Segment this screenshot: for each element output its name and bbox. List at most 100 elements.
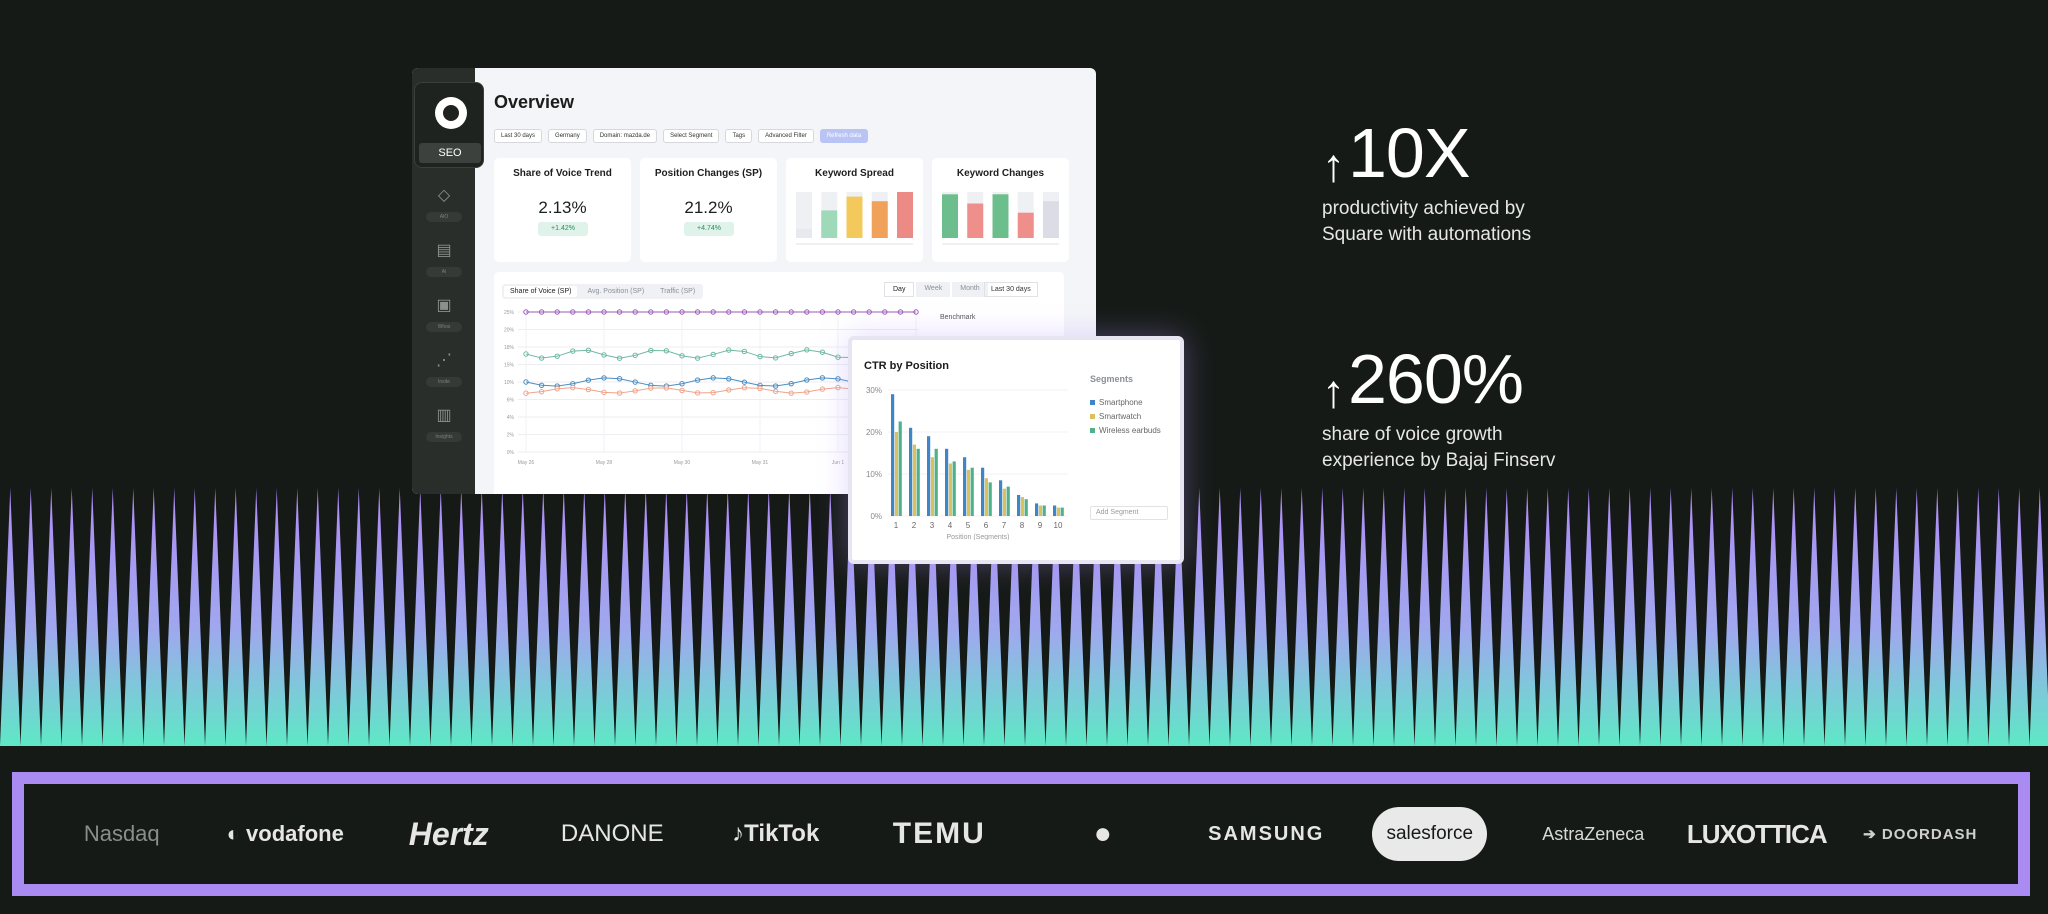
bar — [1042, 505, 1046, 516]
tab-traffic[interactable]: Traffic (SP) — [660, 288, 696, 295]
bar — [1017, 212, 1034, 238]
tab-share-of-voice[interactable]: Share of Voice (SP) — [504, 286, 578, 297]
seo-brand-block[interactable]: SEO — [414, 82, 484, 168]
spike — [1230, 488, 1251, 746]
diamond-icon[interactable]: ◇ — [437, 187, 451, 204]
segment-label: Wireless earbuds — [1099, 426, 1161, 435]
period-day[interactable]: Day — [884, 282, 915, 297]
document-search-icon[interactable]: ▤ — [436, 242, 452, 259]
nodes-icon[interactable]: ⋰ — [436, 352, 452, 369]
date-range-select[interactable]: Last 30 days — [984, 282, 1038, 297]
tags-filter[interactable]: Tags — [725, 129, 753, 143]
spike — [1660, 488, 1681, 746]
keyword-changes-chart — [942, 192, 1059, 245]
spike — [697, 488, 718, 746]
segment-filter[interactable]: Select Segment — [663, 129, 720, 143]
kpi-value: 2.13% — [538, 198, 587, 217]
spike — [20, 488, 41, 746]
ctr-popup: CTR by Position 30% 20% 10% 0% 1 2 3 4 5 6 7 8 9 10 Po… — [848, 336, 1184, 564]
spike — [1332, 488, 1353, 746]
spike — [1373, 488, 1394, 746]
segment-label: Smartwatch — [1099, 412, 1142, 421]
dashboard-sidebar: SEO ◇ AIO ▤ Ai ▣ Whos ⋰ Insite ▥ Insight… — [412, 68, 484, 494]
spike — [1045, 488, 1066, 746]
tick-label: 20% — [504, 328, 515, 334]
country-filter[interactable]: Germany — [548, 129, 587, 143]
spike — [1086, 488, 1107, 746]
spike — [799, 488, 820, 746]
sidebar-item-label: Ai — [426, 267, 462, 277]
tiktok-wordmark: TikTok — [744, 820, 820, 847]
bar — [1024, 499, 1028, 516]
tick-label: 2% — [507, 433, 515, 439]
spike — [1599, 488, 1620, 746]
tab-avg-position[interactable]: Avg. Position (SP) — [587, 288, 645, 295]
spike — [2009, 488, 2030, 746]
tick-label: 1 — [894, 521, 899, 530]
segment-item[interactable]: Wireless earbuds — [1090, 426, 1161, 435]
tick-label: 15% — [504, 363, 515, 369]
spike — [1845, 488, 1866, 746]
spike — [1107, 488, 1128, 746]
legend-swatch — [1090, 414, 1095, 419]
date-filter[interactable]: Last 30 days — [494, 129, 543, 143]
customer-logo-band: Nasdaq ◐ vodafone Hertz DANONE ♪TikTok T… — [12, 772, 2030, 896]
spike — [82, 488, 103, 746]
salesforce-logo: salesforce — [1355, 799, 1505, 869]
sidebar-item-label: AIO — [426, 212, 462, 222]
spike — [1168, 488, 1189, 746]
tiktok-logo: ♪TikTok — [732, 820, 820, 847]
spike — [533, 488, 554, 746]
search-logo-icon — [435, 97, 467, 129]
spike — [307, 488, 328, 746]
spike — [410, 488, 431, 746]
bar — [1020, 497, 1024, 516]
add-segment-select[interactable]: Add Segment — [1090, 506, 1168, 520]
bar — [992, 194, 1009, 238]
advanced-filter[interactable]: Advanced Filter — [758, 129, 814, 143]
domain-filter[interactable]: Domain: mazda.de — [592, 129, 658, 143]
vodafone-logo: ◐ vodafone — [226, 821, 344, 846]
bar — [963, 457, 967, 516]
spike — [1619, 488, 1640, 746]
kpi-title: Share of Voice Trend — [513, 168, 612, 179]
spike — [184, 488, 205, 746]
kpi-title: Keyword Spread — [815, 168, 894, 179]
bar — [894, 432, 898, 516]
bar — [1060, 507, 1064, 516]
segment-label: Smartphone — [1099, 398, 1143, 407]
period-month[interactable]: Month — [952, 282, 988, 297]
spike — [1127, 488, 1148, 746]
bar — [1053, 505, 1057, 516]
spike — [1742, 488, 1763, 746]
arrow-up-icon: ↑ — [1322, 139, 1345, 191]
spike — [1455, 488, 1476, 746]
spike — [1353, 488, 1374, 746]
tick-label: 0% — [870, 512, 882, 521]
stat-number: ↑ 10X — [1322, 118, 1582, 188]
salesforce-wordmark: salesforce — [1372, 807, 1488, 861]
bar-chart-icon[interactable]: ▥ — [436, 407, 452, 424]
sidebar-item-label: Insights — [426, 432, 462, 442]
spike — [471, 488, 492, 746]
spike — [1681, 488, 1702, 746]
spike — [861, 488, 882, 746]
period-week[interactable]: Week — [916, 282, 951, 297]
bar — [945, 448, 949, 516]
portrait-icon[interactable]: ▣ — [436, 297, 452, 314]
segment-item[interactable]: Smartphone — [1090, 398, 1143, 407]
spike — [738, 488, 759, 746]
seo-label: SEO — [419, 143, 481, 163]
refresh-button[interactable]: Refresh data — [819, 129, 869, 143]
segment-item[interactable]: Smartwatch — [1090, 412, 1141, 421]
vodafone-wordmark: vodafone — [246, 821, 344, 846]
stat-block: ↑ 10X productivity achieved by Square wi… — [1322, 118, 1582, 248]
keyword-spread-chart — [796, 192, 913, 245]
bar — [934, 448, 938, 516]
period-toggle: Day Week Month — [884, 282, 988, 297]
bar — [912, 444, 916, 516]
tick-label: May 31 — [752, 460, 769, 466]
apple-logo-icon: ● — [1093, 817, 1112, 850]
bar — [1017, 495, 1021, 516]
tick-label: 5 — [966, 521, 971, 530]
